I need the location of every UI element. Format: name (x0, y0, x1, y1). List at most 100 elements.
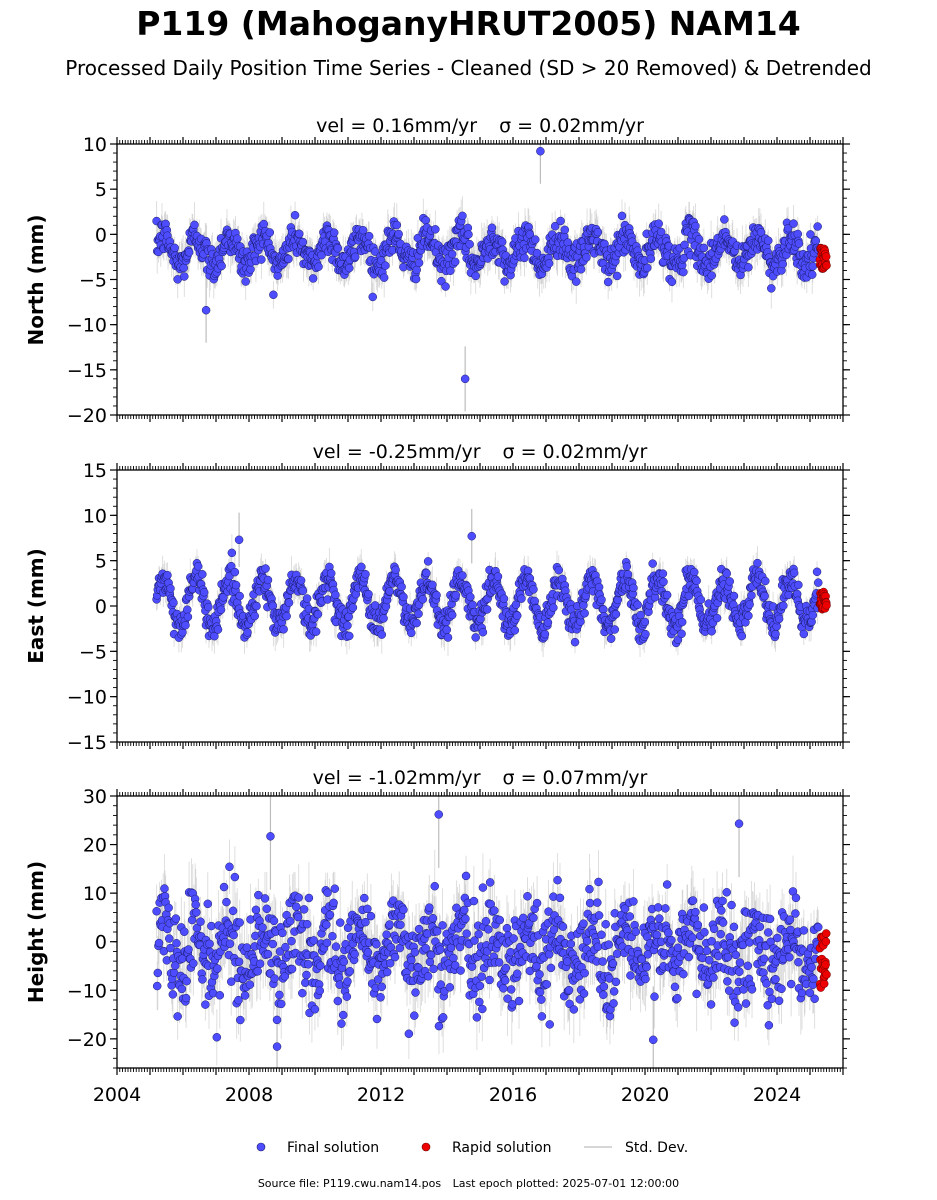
final-point (414, 609, 423, 619)
final-point (458, 571, 467, 580)
final-point (753, 558, 762, 568)
final-point (290, 210, 300, 220)
final-point (423, 557, 433, 566)
rapid-point (822, 261, 831, 270)
final-point (428, 580, 437, 590)
final-point (183, 605, 192, 614)
final-point (199, 587, 209, 597)
final-point (808, 262, 818, 271)
final-point (783, 223, 793, 233)
final-point (181, 620, 190, 630)
final-point (771, 629, 780, 639)
north-final-points (152, 146, 823, 384)
north-ylabel: North (mm) (24, 214, 48, 345)
final-point (443, 633, 453, 642)
final-point (298, 586, 308, 596)
final-point (311, 627, 321, 636)
final-point (658, 569, 668, 578)
final-point (235, 591, 244, 601)
final-point (517, 594, 526, 603)
final-point (343, 621, 352, 630)
final-point (329, 228, 339, 237)
final-point (662, 590, 672, 600)
final-point (198, 570, 207, 579)
final-point (679, 267, 688, 277)
north-x-axis (116, 137, 844, 422)
final-point (737, 631, 747, 641)
figure-subtitle: Processed Daily Position Time Series - C… (65, 56, 872, 80)
final-point (458, 211, 467, 221)
final-point (576, 265, 586, 274)
final-point (331, 590, 340, 600)
final-point (313, 609, 323, 619)
final-point (692, 576, 701, 586)
y-tick-label: −5 (79, 270, 107, 292)
final-point (391, 565, 400, 575)
final-point (493, 572, 503, 581)
final-point (680, 240, 689, 250)
final-point (450, 257, 460, 267)
final-point (487, 223, 497, 233)
final-point (707, 271, 716, 280)
north-panel: 10 5 0 −5 −10 −15 −20 (67, 134, 850, 427)
final-point (246, 265, 255, 274)
final-point (261, 564, 270, 573)
final-point (397, 582, 406, 592)
final-point (500, 277, 509, 286)
final-point (744, 611, 753, 621)
final-point (361, 569, 370, 579)
final-point (594, 582, 604, 592)
final-point (807, 270, 817, 279)
final-point (302, 594, 312, 603)
final-point (295, 229, 304, 239)
final-point (707, 627, 716, 636)
final-point (284, 598, 294, 607)
final-point (411, 274, 421, 284)
final-point (531, 235, 540, 244)
final-point (230, 567, 240, 577)
final-point (412, 265, 421, 275)
y-tick-label: −10 (67, 315, 107, 337)
final-point (464, 230, 473, 239)
final-point (745, 600, 754, 609)
final-point (379, 273, 389, 282)
final-point (722, 569, 731, 578)
final-point (250, 611, 259, 621)
final-point (560, 225, 570, 235)
east-panel-title: vel = -0.25mm/yr σ = 0.02mm/yr (313, 441, 648, 463)
final-point (599, 605, 608, 614)
final-point (540, 629, 550, 639)
final-point (610, 625, 620, 634)
final-point (241, 277, 250, 286)
final-point (612, 271, 622, 281)
final-point (512, 611, 522, 620)
final-point (233, 234, 242, 243)
final-point (184, 248, 194, 257)
final-point (298, 237, 308, 247)
final-point (643, 263, 652, 273)
final-point (243, 628, 252, 637)
final-point (606, 634, 616, 643)
east-plot-area (152, 508, 831, 658)
final-point (442, 625, 452, 635)
final-point (412, 618, 421, 628)
final-point (767, 284, 776, 293)
final-point (611, 609, 621, 619)
final-point (529, 585, 538, 594)
final-point (447, 249, 457, 259)
final-point (694, 234, 704, 244)
north-rapid-points (815, 243, 831, 273)
final-point (677, 629, 686, 639)
final-point (231, 580, 241, 590)
final-point (379, 614, 388, 623)
final-point (385, 587, 394, 596)
final-point (358, 226, 368, 235)
final-point (633, 600, 642, 610)
final-point (646, 254, 656, 263)
final-point (556, 216, 565, 226)
y-tick-label: 5 (95, 179, 107, 201)
final-point (282, 611, 291, 621)
final-point (656, 227, 666, 237)
final-point (622, 562, 632, 571)
